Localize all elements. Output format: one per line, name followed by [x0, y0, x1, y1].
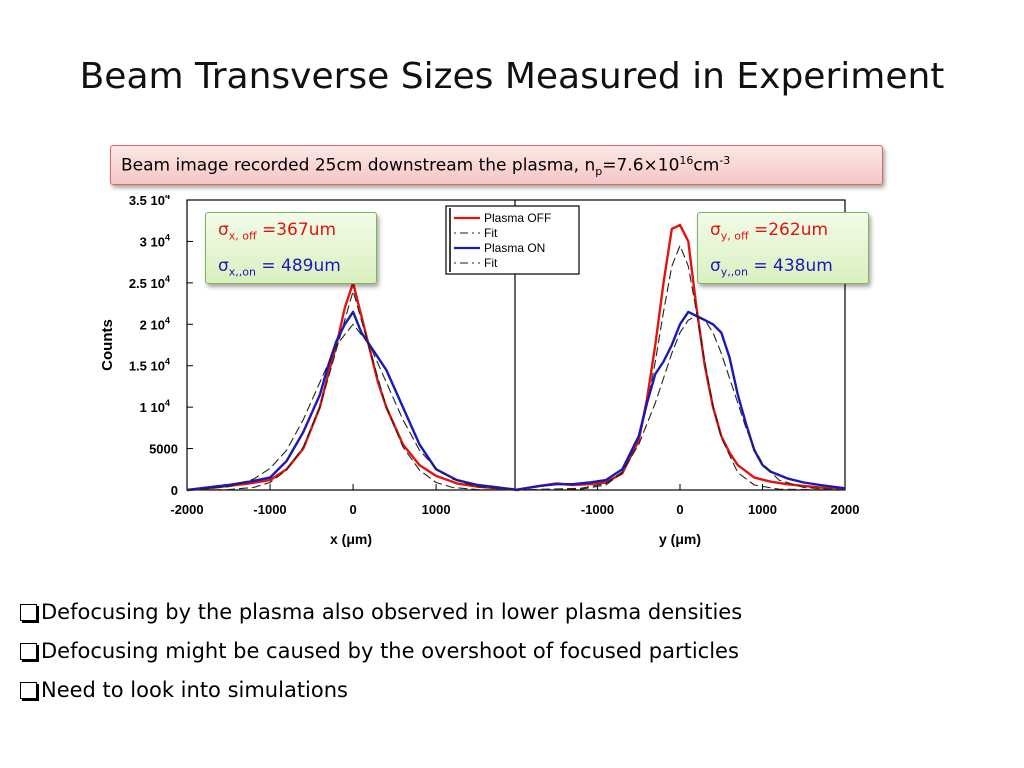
sigma-x-box: σx, off =367um σx,,on = 489um [205, 212, 377, 284]
x-tick-label: 2000 [831, 502, 860, 517]
y-tick-label: 5000 [149, 442, 178, 457]
caption-box: Beam image recorded 25cm downstream the … [110, 145, 883, 185]
y-tick-label: 3.5 104 [129, 195, 170, 208]
sigma-x-off: σx, off =367um [218, 220, 337, 243]
x-axis-label: y (μm) [659, 531, 701, 547]
caption-unit: cm [693, 155, 720, 176]
series-line-fit [514, 245, 846, 491]
beam-profile-chart: 0 5000 1 104 1.5 104 2 104 2.5 104 3 104 3.5 10… [99, 191, 860, 547]
x-tick-label: 0 [676, 502, 683, 517]
y-axis-label: Counts [99, 319, 116, 371]
series-line-plasma-off [514, 223, 846, 492]
x-tick-label: -1000 [253, 502, 286, 517]
checkbox-bullet-icon [20, 604, 37, 621]
plot-area: 0 5000 1 104 1.5 104 2 104 2.5 104 3 104 3.5 10… [0, 191, 1024, 565]
caption-text: Beam image recorded 25cm downstream the … [121, 155, 596, 176]
bullet-item: Defocusing by the plasma also observed i… [20, 592, 742, 631]
page-title: Beam Transverse Sizes Measured in Experi… [79, 56, 945, 97]
x-tick-label: -2000 [170, 502, 203, 517]
caption-sub: p [595, 165, 603, 179]
caption-sup-exp: 16 [679, 154, 694, 167]
x-tick-label: 0 [349, 502, 356, 517]
legend-label: Fit [484, 226, 498, 240]
bullet-item: Need to look into simulations [20, 670, 742, 709]
bullet-list: Defocusing by the plasma also observed i… [20, 592, 742, 709]
legend-label: Fit [484, 256, 498, 270]
sigma-y-off: σy, off =262um [710, 220, 829, 243]
series-line-fit [186, 290, 520, 491]
y-tick-label: 1.5 104 [129, 357, 170, 374]
y-tick-label: 2 104 [140, 315, 170, 332]
series-line-fit [514, 315, 846, 491]
x-tick-label: -1000 [581, 502, 614, 517]
y-tick-label: 0 [171, 483, 178, 498]
series-line-plasma-on [514, 310, 846, 492]
checkbox-bullet-icon [20, 682, 37, 699]
caption-mid: =7.6×10 [602, 155, 680, 176]
checkbox-bullet-icon [20, 643, 37, 660]
series-line-fit [186, 323, 520, 491]
caption-sup-unit: -3 [719, 154, 731, 167]
sigma-x-on: σx,,on = 489um [218, 256, 341, 279]
y-tick-label: 3 104 [140, 232, 170, 249]
bullet-item: Defocusing might be caused by the oversh… [20, 631, 742, 670]
sigma-y-on: σy,,on = 438um [710, 256, 833, 279]
x-tick-label: 1000 [422, 502, 451, 517]
y-tick-label: 1 104 [140, 398, 170, 415]
y-tick-label: 2.5 104 [129, 274, 170, 291]
x-tick-label: 1000 [748, 502, 777, 517]
sigma-y-box: σy, off =262um σy,,on = 438um [697, 212, 869, 284]
legend-label: Plasma ON [484, 241, 545, 255]
series-line-plasma-on [186, 310, 520, 492]
x-axis-label: x (μm) [330, 531, 372, 547]
legend-label: Plasma OFF [484, 211, 551, 225]
